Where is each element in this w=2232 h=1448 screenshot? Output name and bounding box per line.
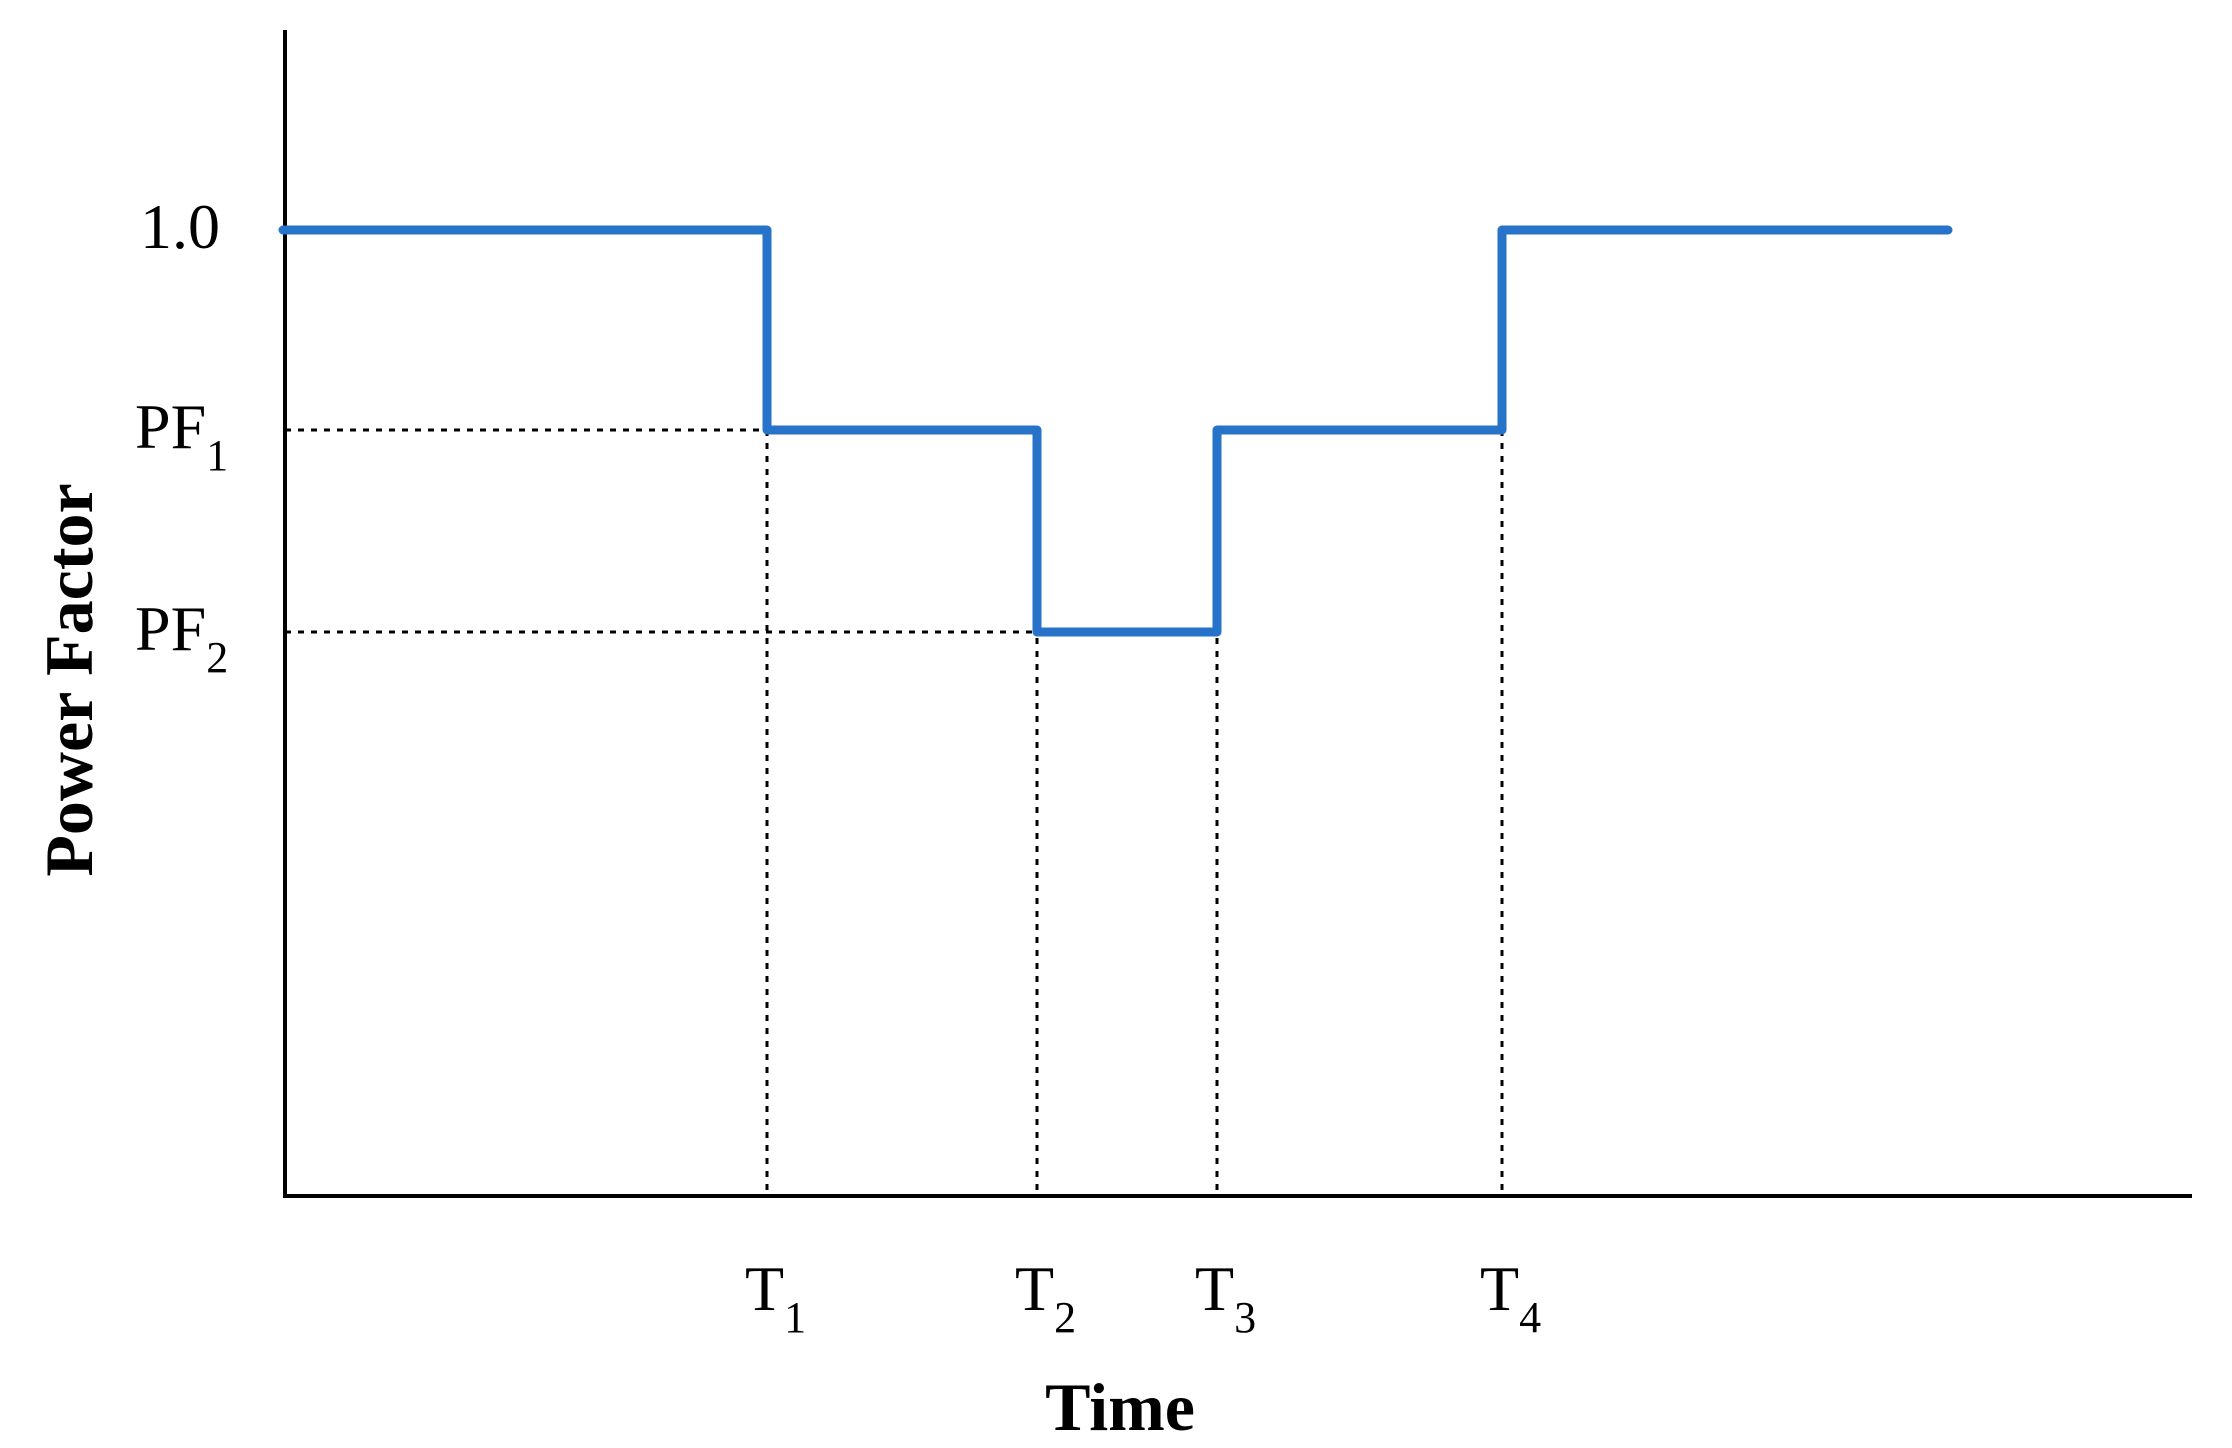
- x-tick-label-t2: T2: [1015, 1253, 1076, 1342]
- y-tick-label-one: 1.0: [140, 191, 220, 262]
- x-tick-label-t4: T4: [1480, 1253, 1541, 1342]
- power-factor-series-line: [278, 225, 1953, 637]
- y-tick-labels: 1.0 PF1 PF2: [135, 191, 228, 682]
- x-axis-title: Time: [1045, 1369, 1195, 1445]
- guide-lines: [285, 428, 1504, 1196]
- y-tick-label-pf2: PF2: [135, 593, 228, 682]
- series-layer: [278, 225, 1953, 637]
- x-tick-label-t3: T3: [1195, 1253, 1256, 1342]
- x-tick-labels: T1 T2 T3 T4: [745, 1253, 1541, 1342]
- x-tick-label-t1: T1: [745, 1253, 806, 1342]
- y-axis-title: Power Factor: [31, 483, 107, 876]
- y-tick-label-pf1: PF1: [135, 391, 228, 480]
